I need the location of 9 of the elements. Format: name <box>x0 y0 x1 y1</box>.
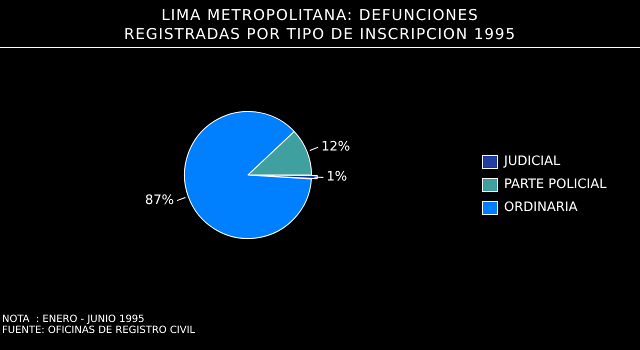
source-note: FUENTE: OFICINAS DE REGISTRO CIVIL <box>2 325 196 336</box>
data-label: 1% <box>326 170 348 185</box>
data-label: 12% <box>321 140 350 155</box>
text: NOTA : ENERO - JUNIO 1995 <box>2 314 146 325</box>
legend-label: JUDICIAL <box>504 154 560 169</box>
chart-title: LIMA METROPOLITANA: DEFUNCIONES REGISTRADAS POR TIPO DE INSCRIPCION 1995 <box>123 6 517 44</box>
data-label: 87% <box>145 192 174 208</box>
legend-label: PARTE POLICIAL <box>504 177 606 192</box>
legend-label: ORDINARIA <box>504 200 578 215</box>
